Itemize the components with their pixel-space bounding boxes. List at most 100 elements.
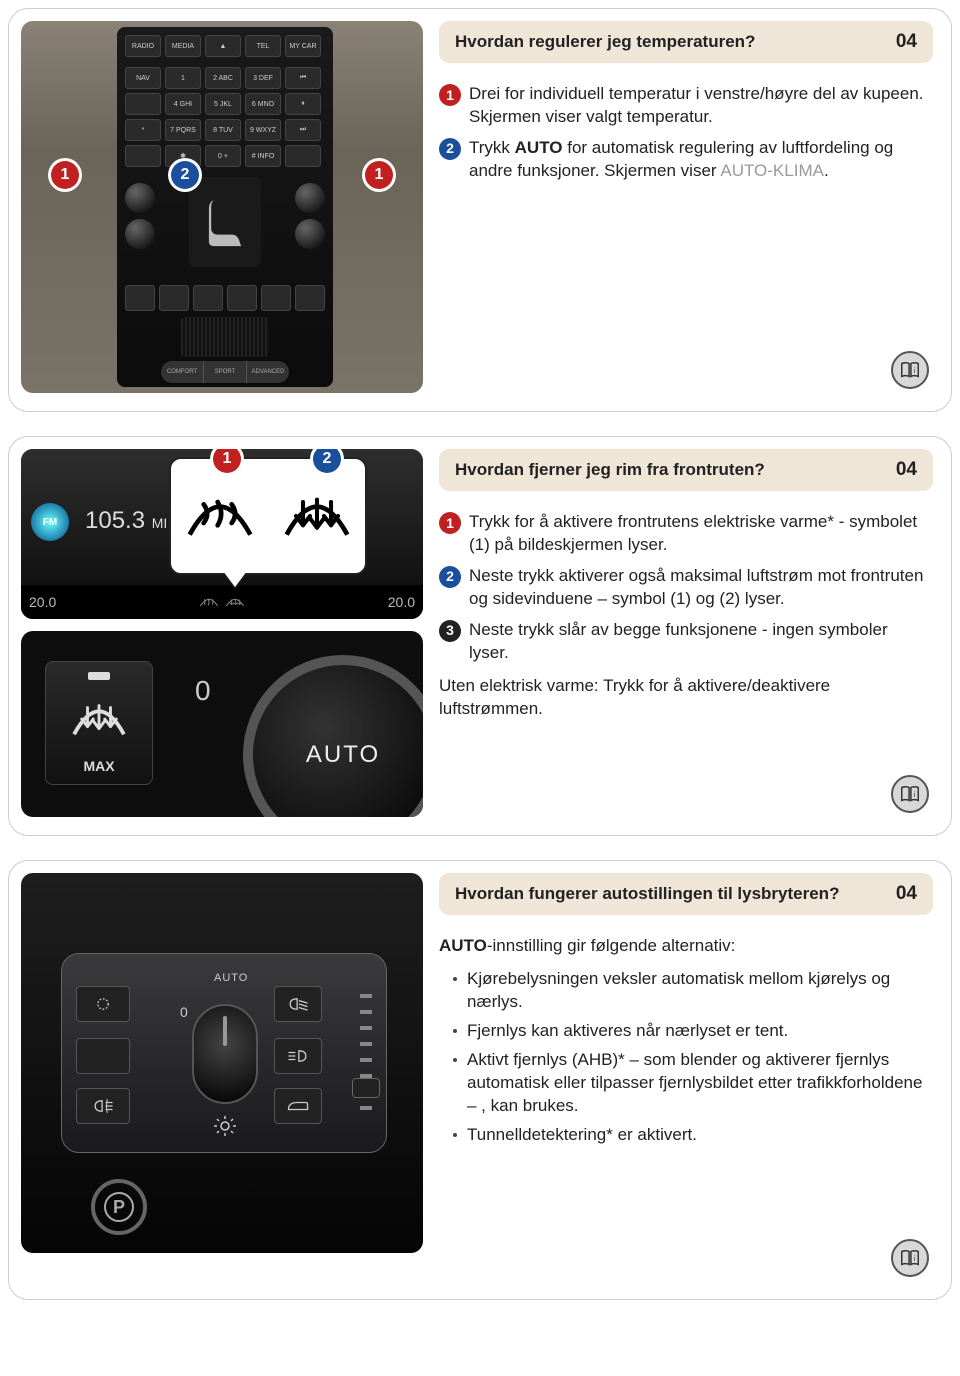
beam-icon (274, 986, 322, 1022)
fm-badge: FM (31, 503, 69, 541)
pill-segment: COMFORT (161, 361, 204, 383)
list-item: 2 Trykk AUTO for automatisk regulering a… (439, 137, 929, 183)
led-icon (88, 672, 110, 680)
number-badge: 2 (439, 138, 461, 160)
bullet-text: Tunnelldetektering* er aktivert. (467, 1124, 697, 1147)
dimmer-knob (352, 1078, 380, 1098)
content: 1 Drei for individuell temperatur i vens… (439, 83, 933, 191)
text-column: Hvordan fungerer autostillingen til lysb… (439, 873, 933, 1153)
callout-1: 1 (51, 161, 79, 189)
btn: TEL (245, 35, 281, 57)
button-row: * 7 PQRS 8 TUV 9 WXYZ ⏭ (125, 119, 321, 141)
bottom-strip: 20.0 20.0 (21, 585, 423, 619)
zero-label: 0 (180, 1004, 188, 1020)
max-auto-image: MAX 0 AUTO (21, 631, 423, 817)
bullet-item: Tunnelldetektering* er aktivert. (453, 1124, 929, 1147)
seat-icon (202, 193, 248, 251)
sun-icon (210, 1114, 240, 1138)
btn (125, 145, 161, 167)
btn (125, 93, 161, 115)
btn: ⏮ (285, 67, 321, 89)
bullet-icon (453, 977, 457, 981)
pill-segment: SPORT (204, 361, 247, 383)
number-badge: 2 (439, 566, 461, 588)
item-text: Trykk for å aktivere frontrutens elektri… (469, 511, 929, 557)
bullet-text: Kjørebelysningen veksler automatisk mell… (467, 968, 929, 1014)
btn: ▲ (205, 35, 241, 57)
btn: # INFO (245, 145, 281, 167)
bullet-icon (453, 1133, 457, 1137)
btn: NAV (125, 67, 161, 89)
console-panel: RADIO MEDIA ▲ TEL MY CAR NAV 1 2 ABC 3 D… (117, 27, 333, 387)
bubble-tail (223, 571, 247, 587)
section-title: Hvordan regulerer jeg temperaturen? (455, 32, 755, 52)
card-temperature: RADIO MEDIA ▲ TEL MY CAR NAV 1 2 ABC 3 D… (8, 8, 952, 412)
section-number: 04 (896, 31, 917, 53)
temp-right: 20.0 (388, 594, 415, 610)
section-title: Hvordan fjerner jeg rim fra frontruten? (455, 460, 765, 480)
speaker-grille (181, 317, 269, 357)
button-row: NAV 1 2 ABC 3 DEF ⏮ (125, 67, 321, 89)
btn: ⏸ (285, 93, 321, 115)
btn (227, 285, 257, 311)
fog-rear-icon (274, 1038, 322, 1074)
interior-light-icon (274, 1088, 322, 1124)
btn: 5 JKL (205, 93, 241, 115)
radio-image: FM 105.3 MI 20.0 20.0 (21, 449, 423, 619)
btn (261, 285, 291, 311)
btn: 6 MNO (245, 93, 281, 115)
svg-text:i: i (914, 1254, 916, 1263)
knob (295, 183, 325, 213)
freq-value: 105.3 (85, 507, 145, 534)
section-number: 04 (896, 459, 917, 481)
knob (295, 219, 325, 249)
bullet-text: Fjernlys kan aktiveres når nærlyset er t… (467, 1020, 788, 1043)
light-panel: AUTO 0 (61, 953, 387, 1153)
freq-unit: MI (152, 515, 168, 531)
defrost-heat-icon (199, 595, 219, 609)
pill-segment: ADVANCED (247, 361, 289, 383)
park-letter: P (104, 1192, 134, 1222)
section-number: 04 (896, 883, 917, 905)
btn: MY CAR (285, 35, 321, 57)
content: AUTO-innstilling gir følgende alternativ… (439, 935, 933, 1153)
defrost-air-large-icon (282, 487, 352, 545)
list-item: 2 Neste trykk aktiverer også maksimal lu… (439, 565, 929, 611)
btn (159, 285, 189, 311)
title-bar: Hvordan fungerer autostillingen til lysb… (439, 873, 933, 915)
image-column: FM 105.3 MI 20.0 20.0 (21, 449, 423, 817)
manual-icon: i (891, 775, 929, 813)
zero-mark: 0 (195, 675, 211, 707)
callout-bubble (169, 457, 367, 575)
number-badge: 1 (439, 84, 461, 106)
bullet-text: Aktivt fjernlys (AHB)* – som blender og … (467, 1049, 929, 1118)
btn: 0 + (205, 145, 241, 167)
auto-label: AUTO (306, 741, 380, 769)
title-bar: Hvordan regulerer jeg temperaturen? 04 (439, 21, 933, 63)
section-title: Hvordan fungerer autostillingen til lysb… (455, 884, 839, 904)
bullet-item: Kjørebelysningen veksler automatisk mell… (453, 968, 929, 1014)
manual-icon: i (891, 1239, 929, 1277)
card-defrost: FM 105.3 MI 20.0 20.0 (8, 436, 952, 836)
fog-front-icon (76, 1088, 130, 1124)
item-text: Neste trykk aktiverer også maksimal luft… (469, 565, 929, 611)
item-text: Drei for individuell temperatur i venstr… (469, 83, 929, 129)
button-row: ✱ 0 + # INFO (125, 145, 321, 167)
item-text: Neste trykk slår av begge funksjonene - … (469, 619, 929, 665)
btn: 2 ABC (205, 67, 241, 89)
btn: 1 (165, 67, 201, 89)
auto-dial: AUTO (243, 655, 423, 817)
item-text: Trykk AUTO for automatisk regulering av … (469, 137, 929, 183)
max-button: MAX (45, 661, 153, 785)
parking-brake-icon: P (91, 1179, 147, 1235)
btn: MEDIA (165, 35, 201, 57)
content: 1 Trykk for å aktivere frontrutens elekt… (439, 511, 933, 721)
defrost-air-icon (225, 595, 245, 609)
btn: 3 DEF (245, 67, 281, 89)
callout-1-right: 1 (365, 161, 393, 189)
manual-icon: i (891, 351, 929, 389)
console-image: RADIO MEDIA ▲ TEL MY CAR NAV 1 2 ABC 3 D… (21, 21, 423, 393)
list-item: 1 Trykk for å aktivere frontrutens elekt… (439, 511, 929, 557)
svg-text:i: i (914, 366, 916, 375)
seat-area (189, 177, 261, 267)
